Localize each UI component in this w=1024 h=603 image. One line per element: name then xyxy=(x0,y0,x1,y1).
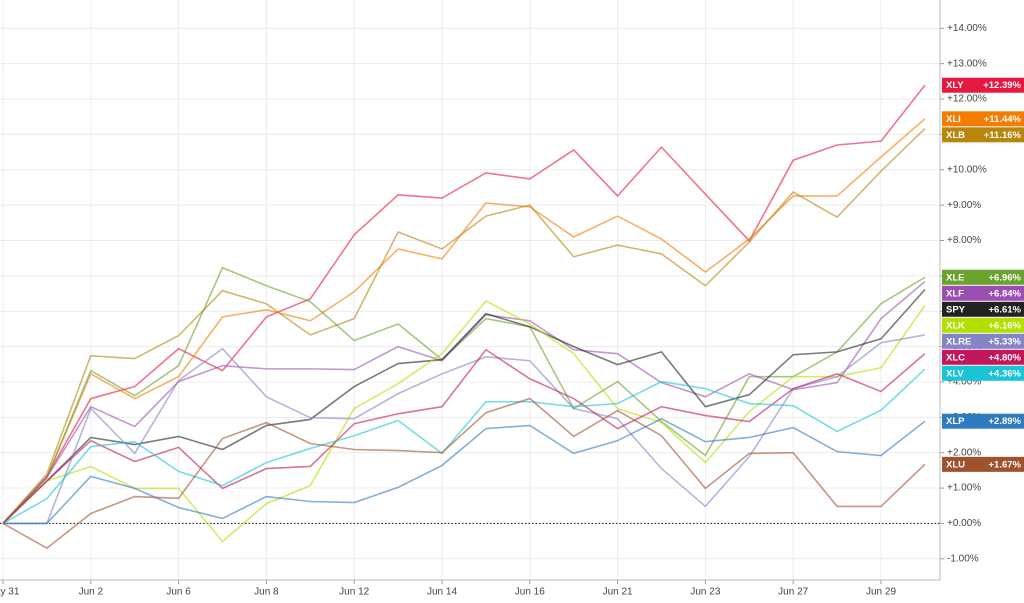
y-tick-label: +8.00% xyxy=(947,235,981,246)
y-tick-label: -1.00% xyxy=(947,553,979,564)
x-tick-label: Jun 21 xyxy=(603,587,633,598)
series-line xyxy=(2,266,926,524)
y-tick-label: +14.00% xyxy=(947,23,987,34)
badge-value: +6.84% xyxy=(989,288,1022,299)
end-badge: XLK +6.16% xyxy=(942,317,1024,333)
end-badge: XLB +11.16% xyxy=(942,127,1024,143)
y-tick-label: +4.00% xyxy=(947,377,981,388)
x-tick-label: Jun 12 xyxy=(339,587,369,598)
end-badge: XLU +1.67% xyxy=(942,456,1024,472)
badge-name: XLV xyxy=(946,368,964,379)
end-badge: SPY +6.61% xyxy=(942,301,1024,317)
series-line xyxy=(2,289,926,524)
badge-bg xyxy=(942,413,1024,429)
badge-bg xyxy=(942,111,1024,127)
x-tick-label: Jun 6 xyxy=(166,587,191,598)
series-line xyxy=(3,334,926,525)
badge-name: SPY xyxy=(946,304,966,315)
series-line xyxy=(2,84,926,524)
x-tick-label: Jun 23 xyxy=(690,587,720,598)
series-line xyxy=(2,397,926,550)
y-tick-label: +0.00% xyxy=(947,518,981,529)
badge-bg xyxy=(942,349,1024,365)
y-tick-label: +13.00% xyxy=(947,58,987,69)
badge-bg xyxy=(942,456,1024,472)
badge-name: XLU xyxy=(946,459,965,470)
series-line xyxy=(3,417,926,525)
badge-value: +12.39% xyxy=(983,80,1021,91)
x-tick-label: May 31 xyxy=(0,587,20,598)
badge-name: XLI xyxy=(946,114,961,125)
end-badge: XLP +2.89% xyxy=(942,413,1024,429)
badge-value: +11.16% xyxy=(984,130,1022,141)
badge-bg xyxy=(942,365,1024,381)
x-tick-label: Jun 2 xyxy=(79,587,104,598)
end-badge: XLF +6.84% xyxy=(942,285,1024,301)
badge-value: +6.16% xyxy=(989,320,1022,331)
y-tick-label: +12.00% xyxy=(947,94,987,105)
badge-bg xyxy=(942,127,1024,143)
badge-value: +2.89% xyxy=(989,416,1022,427)
badge-name: XLP xyxy=(946,416,965,427)
series-line xyxy=(2,299,926,543)
end-badge: XLC +4.80% xyxy=(942,349,1024,365)
end-badge: XLI +11.44% xyxy=(942,111,1024,127)
series-line xyxy=(2,368,926,525)
y-tick-label: +9.00% xyxy=(947,200,981,211)
badge-bg xyxy=(942,333,1024,349)
badge-name: XLC xyxy=(946,352,965,363)
y-tick-label: +2.00% xyxy=(947,447,981,458)
badge-bg xyxy=(942,301,1024,317)
badge-name: XLF xyxy=(946,288,964,299)
series-line xyxy=(2,280,926,524)
badge-name: XLRE xyxy=(946,336,971,347)
badge-bg xyxy=(942,285,1024,301)
end-badge: XLRE +5.33% xyxy=(942,333,1024,349)
badge-value: +11.44% xyxy=(984,114,1022,125)
badge-bg xyxy=(942,77,1024,93)
end-badge: XLV +4.36% xyxy=(942,365,1024,381)
end-badge: XLY +12.39% xyxy=(942,77,1024,93)
x-tick-label: Jun 27 xyxy=(778,587,808,598)
x-tick-label: Jun 14 xyxy=(427,587,457,598)
y-tick-label: +1.00% xyxy=(947,483,981,494)
badge-value: +4.36% xyxy=(989,368,1022,379)
y-tick-label: +10.00% xyxy=(947,164,987,175)
badge-value: +6.61% xyxy=(989,304,1022,315)
x-tick-label: Jun 8 xyxy=(254,587,279,598)
badge-value: +4.80% xyxy=(989,352,1022,363)
x-tick-label: Jun 16 xyxy=(515,587,545,598)
badge-name: XLB xyxy=(946,130,965,141)
badge-value: +5.33% xyxy=(989,336,1022,347)
badge-bg xyxy=(942,269,1024,285)
end-badge: XLE +6.96% xyxy=(942,269,1024,285)
badge-name: XLE xyxy=(946,272,964,283)
badge-name: XLK xyxy=(946,320,965,331)
badge-bg xyxy=(942,317,1024,333)
badge-name: XLY xyxy=(946,80,964,91)
x-tick-label: Jun 29 xyxy=(866,587,896,598)
series-line xyxy=(2,118,926,524)
series-line xyxy=(2,128,926,524)
badge-value: +6.96% xyxy=(989,272,1022,283)
badge-value: +1.67% xyxy=(989,459,1022,470)
